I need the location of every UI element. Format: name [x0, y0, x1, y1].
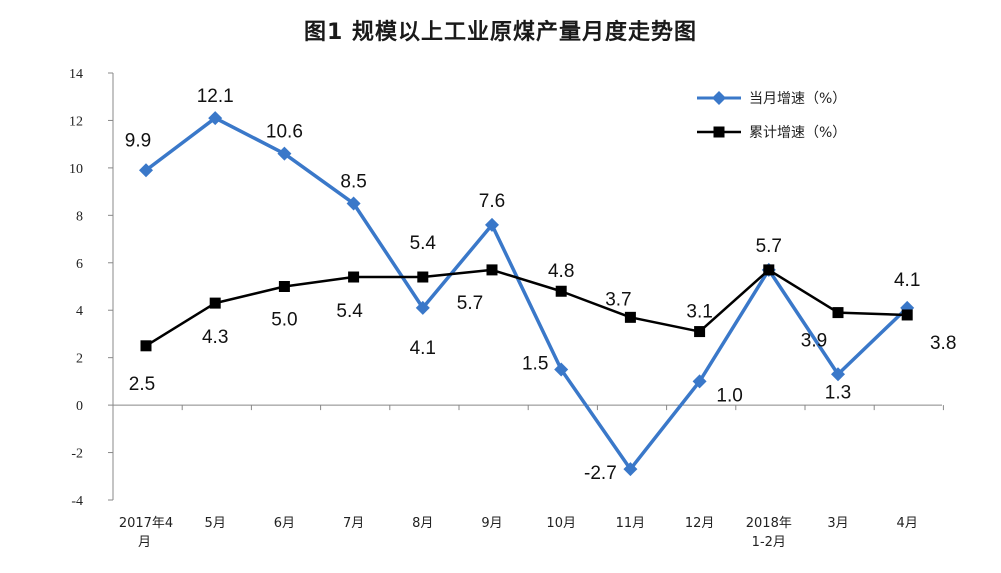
- chart-title: 图1 规模以上工业原煤产量月度走势图: [304, 20, 697, 45]
- data-label-series-2: 5.7: [457, 293, 483, 314]
- legend-marker-1: [712, 91, 726, 105]
- data-point-series-2: [624, 311, 636, 323]
- data-point-series-2: [140, 340, 152, 352]
- x-tick-label: 月: [138, 535, 151, 550]
- x-tick-label: 10月: [546, 516, 576, 531]
- data-label-series-2: 3.8: [930, 333, 956, 354]
- data-label-series-2: 3.9: [801, 331, 827, 352]
- data-point-series-2: [348, 271, 360, 283]
- data-point-series-2: [278, 281, 290, 292]
- data-point-series-1: [415, 300, 430, 315]
- data-label-series-1: 5.7: [756, 236, 782, 257]
- data-label-series-1: -2.7: [584, 463, 617, 484]
- data-point-series-1: [485, 217, 499, 232]
- data-label-series-1: 4.1: [894, 270, 920, 291]
- series-line-1: [144, 116, 909, 471]
- data-label-series-1: 1.5: [522, 354, 548, 375]
- data-point-series-1: [277, 146, 292, 161]
- data-label-series-1: 7.6: [479, 191, 505, 212]
- data-point-series-1: [208, 111, 223, 126]
- data-label-series-1: 9.9: [125, 130, 151, 151]
- data-label-series-1: 10.6: [266, 122, 303, 143]
- x-tick-label: 8月: [412, 516, 433, 531]
- data-point-series-2: [417, 271, 429, 283]
- y-tick-label: 6: [76, 257, 83, 272]
- data-point-series-1: [831, 367, 845, 382]
- x-tick-label: 7月: [343, 516, 364, 531]
- x-tick-label: 1-2月: [752, 535, 786, 550]
- y-tick-label: 10: [69, 162, 83, 177]
- data-point-series-1: [554, 362, 569, 377]
- data-label-series-2: 2.5: [129, 374, 155, 395]
- data-point-series-2: [209, 297, 221, 309]
- y-tick-label: 4: [76, 304, 83, 319]
- x-tick-label: 3月: [827, 516, 848, 531]
- data-label-series-1: 4.1: [410, 338, 436, 359]
- y-tick-label: -4: [71, 494, 83, 509]
- data-point-series-2: [555, 285, 567, 297]
- data-label-series-1: 1.0: [716, 385, 742, 406]
- y-tick-label: -2: [71, 447, 83, 462]
- data-point-series-2: [901, 309, 913, 321]
- data-label-series-1: 1.3: [825, 382, 851, 403]
- x-tick-label: 9月: [481, 516, 502, 531]
- y-tick-label: 2: [76, 352, 83, 367]
- x-tick-label: 2018年: [746, 516, 792, 531]
- data-point-series-2: [763, 264, 775, 276]
- x-tick-label: 12月: [685, 516, 715, 531]
- data-label-series-2: 5.0: [271, 310, 297, 331]
- data-label-series-2: 3.7: [605, 289, 631, 310]
- data-label-series-2: 5.4: [410, 233, 437, 254]
- x-tick-label: 5月: [205, 516, 226, 531]
- data-label-series-2: 4.3: [202, 327, 228, 348]
- x-tick-label: 11月: [616, 516, 646, 531]
- data-point-series-2: [832, 307, 844, 319]
- x-tick-label: 2017年4: [119, 516, 173, 531]
- legend-label-1: 当月增速（%）: [749, 91, 846, 107]
- data-point-series-2: [486, 264, 498, 276]
- series-line-2: [145, 268, 908, 347]
- data-point-series-2: [694, 326, 706, 338]
- y-tick-label: 8: [76, 209, 83, 224]
- y-tick-label: 14: [69, 67, 83, 82]
- legend-label-2: 累计增速（%）: [749, 125, 846, 141]
- data-label-series-2: 3.1: [686, 302, 712, 323]
- y-tick-label: 12: [69, 114, 83, 129]
- x-tick-label: 4月: [897, 516, 918, 531]
- data-label-series-1: 12.1: [197, 86, 234, 107]
- data-label-series-2: 4.8: [548, 261, 574, 282]
- y-tick-label: 0: [76, 399, 83, 414]
- data-point-series-1: [139, 163, 153, 178]
- data-label-series-1: 8.5: [340, 171, 366, 192]
- data-point-series-1: [623, 462, 638, 477]
- data-point-series-1: [346, 196, 361, 211]
- data-point-series-1: [692, 374, 707, 389]
- data-label-series-2: 5.4: [336, 301, 363, 322]
- x-tick-label: 6月: [274, 516, 295, 531]
- legend-marker-2: [713, 126, 725, 138]
